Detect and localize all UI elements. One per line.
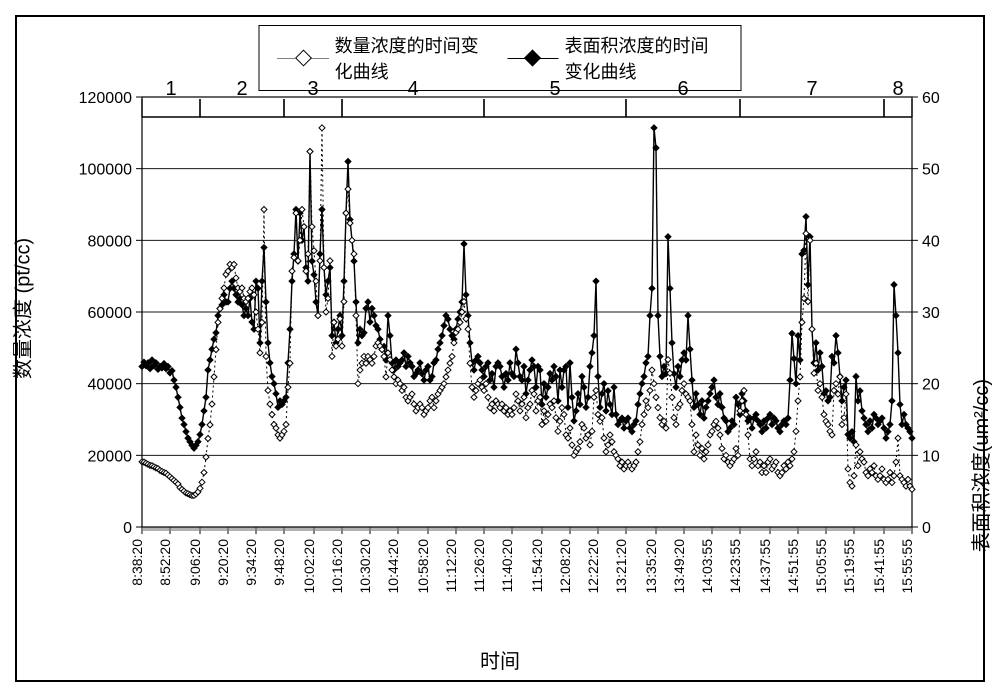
- svg-text:100000: 100000: [79, 162, 132, 179]
- svg-text:13:35:20: 13:35:20: [643, 539, 659, 594]
- svg-text:9:06:20: 9:06:20: [187, 539, 203, 586]
- svg-text:10:44:20: 10:44:20: [385, 539, 401, 594]
- svg-text:11:26:20: 11:26:20: [471, 539, 487, 593]
- svg-text:11:12:20: 11:12:20: [443, 539, 459, 593]
- svg-text:15:41:55: 15:41:55: [871, 539, 887, 594]
- svg-text:14:03:55: 14:03:55: [699, 539, 715, 594]
- svg-text:8:52:20: 8:52:20: [157, 539, 173, 586]
- svg-text:7: 7: [806, 78, 817, 100]
- svg-text:6: 6: [677, 78, 688, 100]
- svg-text:2: 2: [236, 78, 247, 100]
- svg-text:120000: 120000: [79, 90, 132, 107]
- svg-text:30: 30: [922, 305, 940, 322]
- svg-text:60: 60: [922, 90, 940, 107]
- svg-text:12:22:20: 12:22:20: [585, 539, 601, 594]
- svg-text:20: 20: [922, 377, 940, 394]
- svg-text:8: 8: [892, 78, 903, 100]
- svg-text:50: 50: [922, 162, 940, 179]
- svg-text:10:58:20: 10:58:20: [415, 539, 431, 594]
- svg-text:11:54:20: 11:54:20: [529, 539, 545, 593]
- svg-text:1: 1: [165, 78, 176, 100]
- svg-text:9:34:20: 9:34:20: [243, 539, 259, 586]
- svg-text:9:20:20: 9:20:20: [215, 539, 231, 586]
- svg-text:14:51:55: 14:51:55: [785, 539, 801, 594]
- legend-marker-filled-diamond: [507, 50, 558, 66]
- svg-text:14:37:55: 14:37:55: [757, 539, 773, 594]
- chart-area: 数量浓度 (pt/cc) 表面积浓度(um²/cc) 时间 0200004000…: [17, 77, 983, 680]
- svg-text:9:48:20: 9:48:20: [271, 539, 287, 586]
- svg-text:20000: 20000: [88, 448, 133, 465]
- svg-text:11:40:20: 11:40:20: [499, 539, 515, 593]
- svg-text:13:49:20: 13:49:20: [671, 539, 687, 594]
- svg-text:13:21:20: 13:21:20: [613, 539, 629, 594]
- svg-text:15:05:55: 15:05:55: [813, 539, 829, 594]
- svg-text:4: 4: [407, 78, 418, 100]
- svg-text:40000: 40000: [88, 377, 133, 394]
- svg-text:10:30:20: 10:30:20: [357, 539, 373, 594]
- svg-text:60000: 60000: [88, 305, 133, 322]
- svg-text:10:16:20: 10:16:20: [329, 539, 345, 594]
- svg-text:10: 10: [922, 448, 940, 465]
- svg-text:0: 0: [123, 520, 132, 537]
- svg-text:3: 3: [307, 78, 318, 100]
- svg-text:0: 0: [922, 520, 931, 537]
- svg-text:40: 40: [922, 233, 940, 250]
- chart-frame: 数量浓度的时间变化曲线 表面积浓度的时间变化曲线 数量浓度 (pt/cc) 表面…: [15, 15, 985, 682]
- svg-text:80000: 80000: [88, 233, 133, 250]
- svg-text:8:38:20: 8:38:20: [129, 539, 145, 586]
- svg-text:10:02:20: 10:02:20: [301, 539, 317, 594]
- svg-text:5: 5: [549, 78, 560, 100]
- chart-svg: 0 20000 40000 60000 80000 100000 120000 0 10 20 30…: [17, 77, 983, 680]
- svg-text:12:08:20: 12:08:20: [557, 539, 573, 594]
- svg-text:15:19:55: 15:19:55: [841, 539, 857, 594]
- svg-text:14:23:55: 14:23:55: [727, 539, 743, 594]
- svg-text:15:55:55: 15:55:55: [899, 539, 915, 594]
- legend-marker-hollow-diamond: [278, 50, 329, 66]
